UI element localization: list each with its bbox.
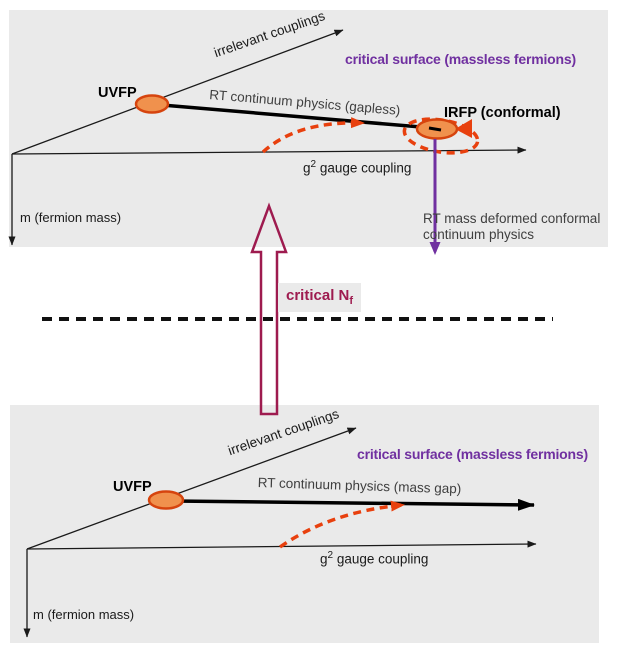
top-uvfp-marker — [134, 94, 170, 114]
critical-nf-label: critical Nf — [278, 283, 362, 312]
bottom-uvfp-label: UVFP — [113, 479, 152, 495]
top-fermion-mass-label: m (fermion mass) — [20, 210, 122, 225]
bottom-rt-flow-arrow — [171, 498, 535, 511]
top-panel-conformal-phase — [9, 10, 608, 247]
g-squared-exponent: 2 — [310, 159, 317, 170]
top-red-flow-curve — [261, 117, 365, 154]
critical-n-text: critical N — [286, 287, 350, 304]
top-irrelevant-couplings-axis — [11, 29, 344, 155]
irfp-inflow-arrowhead — [455, 119, 472, 138]
top-gauge-coupling-label: g2 gauge coupling — [303, 159, 411, 176]
g-squared-exponent: 2 — [327, 550, 334, 561]
bottom-gauge-coupling-label: g2 gauge coupling — [320, 550, 428, 567]
irfp-basin-dashed-loop — [402, 117, 480, 155]
irfp-center-tick — [428, 126, 442, 132]
nf-subscript: f — [349, 295, 354, 307]
top-critical-surface-label: critical surface (massless fermions) — [345, 51, 576, 67]
mass-deformed-line2: continuum physics — [423, 226, 535, 242]
g-symbol: g — [320, 551, 328, 567]
g-symbol: g — [303, 160, 311, 176]
bottom-panel-confining-phase — [10, 405, 599, 643]
irfp-label: IRFP (conformal) — [444, 105, 561, 121]
bottom-fermion-mass-label: m (fermion mass) — [33, 607, 135, 622]
bottom-uvfp-marker — [147, 490, 185, 510]
mass-deformed-label: RT mass deformed conformal continuum phy… — [423, 211, 600, 242]
gauge-coupling-text: gauge coupling — [316, 160, 412, 176]
critical-nf-open-arrow — [250, 202, 288, 416]
bottom-critical-surface-label: critical surface (massless fermions) — [357, 446, 588, 462]
bottom-red-flow-curve — [278, 500, 405, 549]
top-uvfp-label: UVFP — [98, 85, 137, 101]
gauge-coupling-text: gauge coupling — [333, 551, 429, 567]
bottom-irrelevant-couplings-axis — [26, 427, 357, 550]
top-rt-flow-line — [149, 102, 422, 129]
mass-deformed-line1: RT mass deformed conformal — [423, 211, 601, 226]
